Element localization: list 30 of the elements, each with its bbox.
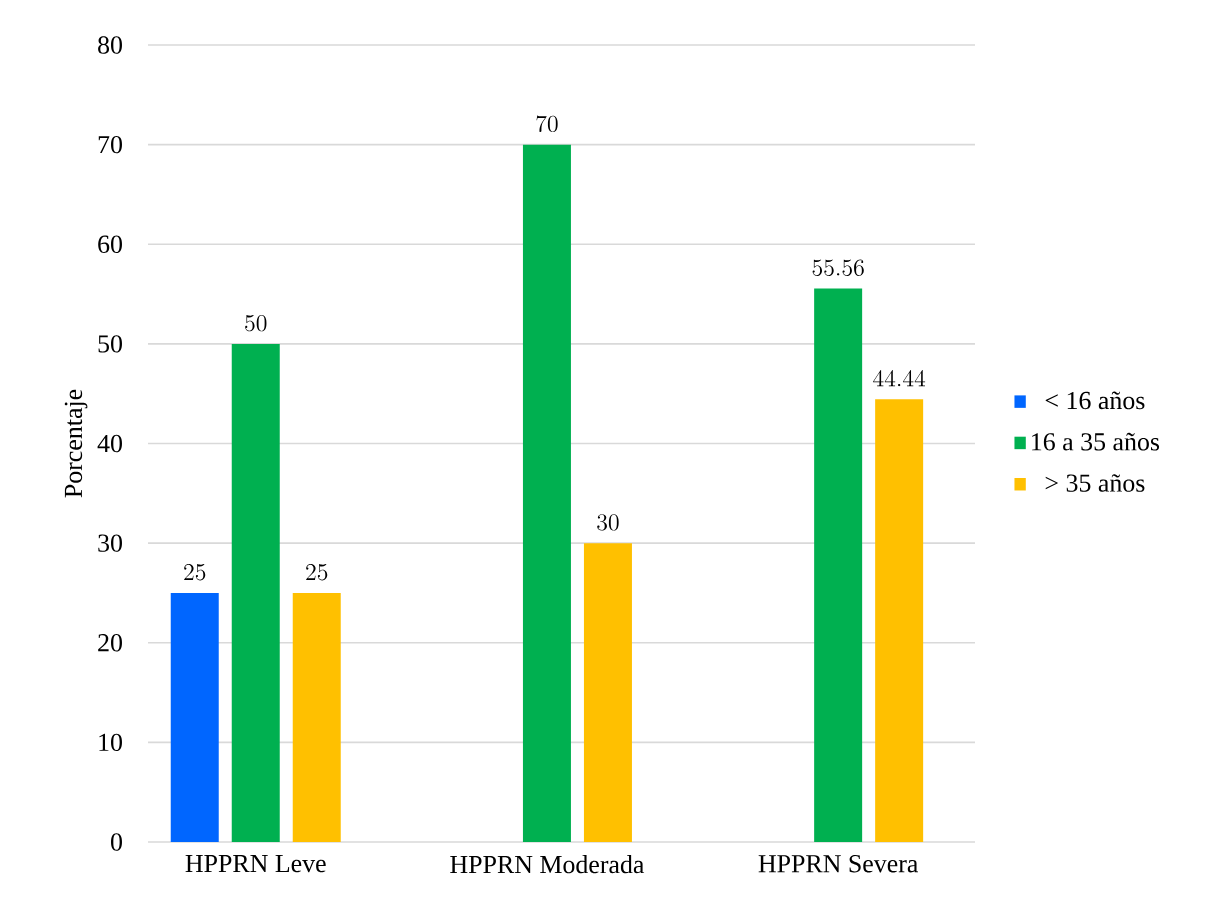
legend-label: < 16 años	[1045, 391, 1145, 410]
y-tick-label: 40	[97, 434, 122, 453]
y-tick-label: 60	[98, 235, 122, 253]
y-tick-label: 50	[98, 335, 122, 353]
bar	[583, 543, 632, 842]
bar	[522, 144, 571, 842]
data-label: 25	[184, 564, 206, 581]
bar	[814, 288, 863, 842]
x-tick-label: HPPRN Moderada	[450, 855, 645, 874]
y-tick-label: 20	[98, 634, 122, 652]
data-label: 30	[597, 514, 619, 531]
data-label: 25	[306, 564, 328, 581]
data-label: 55.56	[812, 259, 864, 276]
x-tick-label: HPPRN Leve	[185, 855, 326, 873]
bar	[292, 592, 341, 842]
y-tick-label: 70	[98, 135, 122, 154]
data-label: 70	[536, 115, 558, 133]
legend-label: 16 a 35 años	[1032, 432, 1160, 451]
y-tick-label: 0	[111, 833, 122, 851]
bar	[875, 399, 924, 842]
x-tick-label: HPPRN Severa	[758, 855, 919, 873]
y-tick-label: 30	[98, 534, 122, 552]
y-axis-title: Porcentaje	[64, 389, 88, 498]
legend-label: > 35 años	[1045, 474, 1145, 492]
data-label: 44.44	[873, 370, 926, 387]
y-tick-label: 10	[99, 733, 122, 752]
bar	[231, 343, 280, 842]
bar	[170, 592, 219, 842]
data-label: 50	[245, 314, 267, 332]
y-tick-label: 80	[98, 36, 122, 54]
